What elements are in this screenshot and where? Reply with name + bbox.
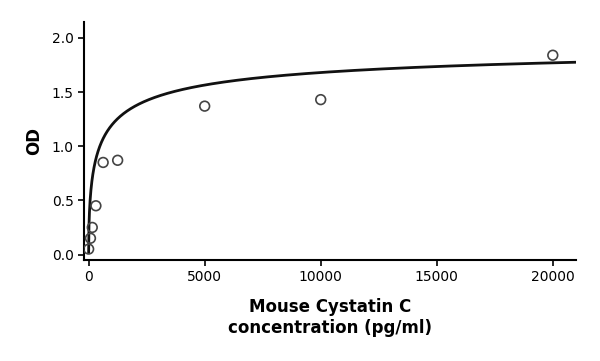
Y-axis label: OD: OD [25, 127, 43, 155]
Point [88, 225, 97, 230]
Point [98, 160, 108, 165]
Point [86, 235, 95, 241]
Point [84, 246, 94, 252]
Point [548, 52, 557, 58]
Point [91, 203, 101, 209]
X-axis label: Mouse Cystatin C
concentration (pg/ml): Mouse Cystatin C concentration (pg/ml) [228, 298, 432, 337]
Point [200, 103, 209, 109]
Point [316, 97, 326, 103]
Point [113, 157, 122, 163]
